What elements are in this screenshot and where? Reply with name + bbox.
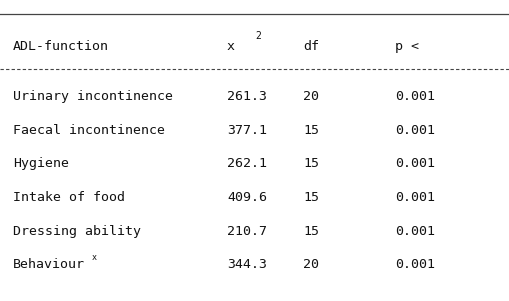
Text: ADL-function: ADL-function (13, 40, 108, 53)
Text: 0.001: 0.001 (394, 157, 434, 170)
Text: 344.3: 344.3 (227, 258, 266, 272)
Text: x: x (227, 40, 235, 53)
Text: 0.001: 0.001 (394, 90, 434, 103)
Text: p <: p < (394, 40, 418, 53)
Text: 20: 20 (303, 90, 319, 103)
Text: 377.1: 377.1 (227, 123, 266, 137)
Text: 15: 15 (303, 123, 319, 137)
Text: 0.001: 0.001 (394, 258, 434, 272)
Text: 0.001: 0.001 (394, 191, 434, 204)
Text: 15: 15 (303, 225, 319, 238)
Text: Intake of food: Intake of food (13, 191, 125, 204)
Text: 15: 15 (303, 191, 319, 204)
Text: 15: 15 (303, 157, 319, 170)
Text: 0.001: 0.001 (394, 225, 434, 238)
Text: df: df (303, 40, 319, 53)
Text: Dressing ability: Dressing ability (13, 225, 140, 238)
Text: 262.1: 262.1 (227, 157, 266, 170)
Text: Faecal incontinence: Faecal incontinence (13, 123, 164, 137)
Text: 261.3: 261.3 (227, 90, 266, 103)
Text: 409.6: 409.6 (227, 191, 266, 204)
Text: 20: 20 (303, 258, 319, 272)
Text: Hygiene: Hygiene (13, 157, 69, 170)
Text: 210.7: 210.7 (227, 225, 266, 238)
Text: 0.001: 0.001 (394, 123, 434, 137)
Text: Behaviour: Behaviour (13, 258, 84, 272)
Text: 2: 2 (254, 31, 261, 41)
Text: Urinary incontinence: Urinary incontinence (13, 90, 173, 103)
Text: x: x (92, 253, 97, 262)
